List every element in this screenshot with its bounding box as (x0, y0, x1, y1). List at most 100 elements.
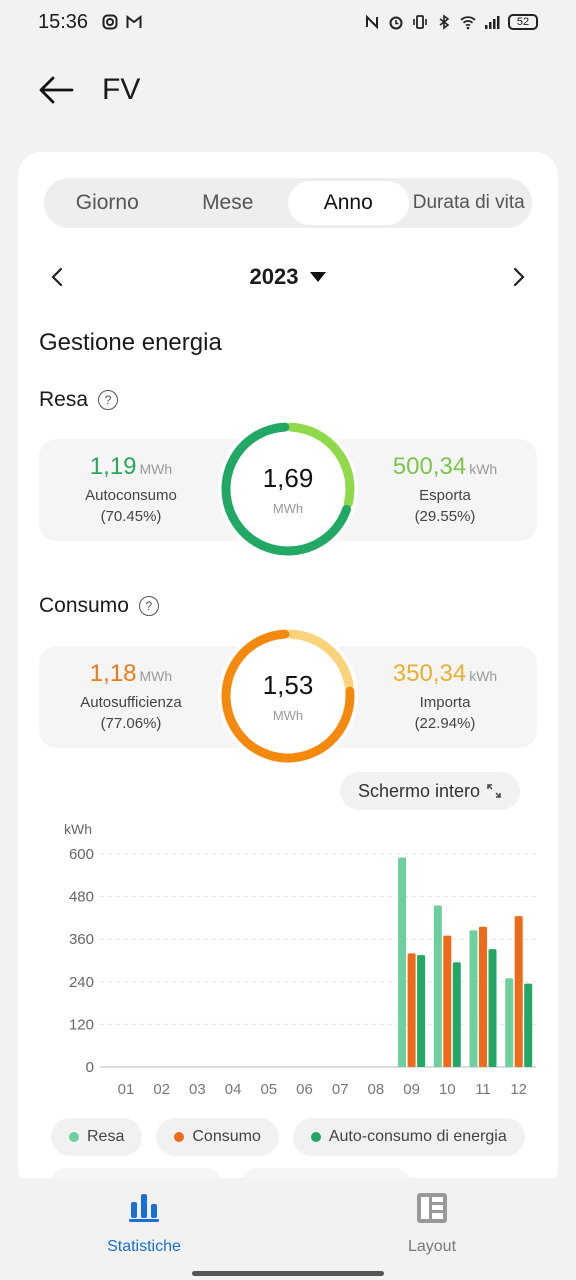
bar-consumo-12[interactable] (514, 916, 523, 1067)
consumo-ring-chart (221, 629, 355, 763)
ring-secondary-arc (286, 629, 354, 690)
x-tick-label: 09 (403, 1081, 420, 1098)
back-arrow-icon[interactable] (38, 70, 78, 110)
bar-auto-consumo-di-energia-11[interactable] (488, 949, 497, 1067)
ring-main-arc (221, 422, 352, 556)
vibrate-icon (413, 15, 427, 29)
chevron-right-icon[interactable] (508, 265, 528, 289)
consumo-right-value: 350,34 (392, 660, 467, 687)
tab-giorno[interactable]: Giorno (75, 191, 139, 214)
bar-chart: kWh 0 120 240 360 480 600 01 02 03 04 05 06 07 08 09 10 1… (18, 817, 558, 1107)
page-title: FV (102, 73, 141, 106)
ring-secondary-arc (286, 422, 355, 508)
legend-dot (310, 1132, 321, 1142)
resa-right: 500,34 kWh Esporta (29.55%) (365, 453, 525, 525)
resa-ring-chart (221, 422, 355, 556)
bar-chart-icon (129, 1194, 159, 1222)
year-selector[interactable]: 2023 (250, 264, 327, 290)
statistics-card: Giorno Mese Anno Durata di vita 2023 Ges… (18, 152, 558, 1192)
bar-consumo-09[interactable] (407, 953, 416, 1067)
y-tick-label: 480 (69, 889, 94, 906)
expand-icon (487, 784, 501, 798)
legend-label: Consumo (192, 1128, 261, 1145)
bar-resa-10[interactable] (433, 905, 442, 1067)
nav-layout[interactable]: Layout (288, 1178, 576, 1280)
bar-auto-consumo-di-energia-09[interactable] (417, 955, 426, 1067)
wifi-icon (460, 16, 476, 30)
layout-icon (417, 1193, 447, 1223)
period-tabs: Giorno Mese Anno Durata di vita (44, 178, 532, 228)
instagram-icon (102, 14, 118, 30)
resa-title: Resa ? (39, 388, 119, 412)
bar-chart-svg: kWh 0 120 240 360 480 600 01 02 03 04 05 06 07 08 09 10 1… (64, 821, 536, 1098)
bluetooth-icon (439, 14, 450, 30)
resa-title-label: Resa (39, 388, 89, 411)
resa-left-pct: (70.45%) (100, 508, 162, 525)
y-axis-label: kWh (64, 821, 92, 837)
chevron-left-icon[interactable] (48, 265, 68, 289)
bar-resa-09[interactable] (398, 857, 407, 1067)
consumo-left-unit: MWh (139, 668, 173, 684)
legend-label: Auto-consumo di energia (328, 1128, 507, 1145)
x-tick-label: 05 (260, 1081, 277, 1098)
fullscreen-label: Schermo intero (357, 780, 481, 801)
consumo-left-pct: (77.06%) (100, 715, 162, 732)
resa-right-pct: (29.55%) (414, 508, 476, 525)
bar-auto-consumo-di-energia-10[interactable] (452, 962, 461, 1067)
nav-label: Statistiche (107, 1238, 181, 1255)
x-tick-label: 08 (368, 1081, 385, 1098)
y-tick-label: 120 (69, 1016, 94, 1033)
legend-autoconsumo[interactable]: Auto-consumo di energia (292, 1118, 525, 1156)
bar-consumo-10[interactable] (443, 935, 452, 1067)
fullscreen-button[interactable]: Schermo intero (340, 772, 520, 810)
resa-left-unit: MWh (139, 461, 173, 477)
bar-resa-11[interactable] (469, 930, 478, 1067)
consumo-left: 1,18 MWh Autosufficienza (77.06%) (51, 660, 211, 732)
section-title: Gestione energia (39, 329, 222, 356)
resa-left-value: 1,19 (89, 453, 137, 480)
y-tick-label: 240 (69, 974, 94, 991)
bar-consumo-11[interactable] (479, 926, 487, 1067)
legend-dot (174, 1132, 185, 1142)
consumo-right-unit: kWh (469, 668, 498, 684)
battery-icon: 52 (508, 14, 538, 30)
status-bar: 15:36 52 (0, 0, 576, 44)
x-tick-label: 10 (439, 1081, 456, 1098)
y-tick-label: 0 (86, 1059, 94, 1076)
legend-resa[interactable]: Resa (51, 1118, 143, 1156)
consumo-title-label: Consumo (39, 594, 129, 617)
y-tick-label: 600 (69, 846, 94, 863)
consumo-total-value: 1,53 (262, 670, 314, 700)
tab-durata-di-vita[interactable]: Durata di vita (412, 192, 525, 213)
nav-statistiche[interactable]: Statistiche (0, 1178, 288, 1280)
ring-main-arc (221, 629, 355, 763)
tab-mese[interactable]: Mese (202, 191, 254, 214)
consumo-right-pct: (22.94%) (414, 715, 476, 732)
home-indicator[interactable] (192, 1271, 384, 1276)
help-icon[interactable]: ? (98, 390, 119, 410)
alarm-icon (389, 16, 403, 30)
nfc-icon (366, 14, 378, 30)
y-tick-label: 360 (69, 931, 94, 948)
gmail-icon (126, 14, 142, 28)
year-label: 2023 (249, 264, 299, 289)
resa-right-unit: kWh (469, 461, 498, 477)
resa-right-value: 500,34 (392, 453, 467, 480)
consumo-right: 350,34 kWh Importa (22.94%) (365, 660, 525, 732)
resa-total-value: 1,69 (262, 463, 314, 493)
tab-anno[interactable]: Anno (288, 181, 409, 225)
x-tick-label: 12 (510, 1081, 527, 1098)
consumo-right-label: Importa (419, 694, 471, 711)
bar-resa-12[interactable] (505, 978, 514, 1067)
consumo-ring: 1,53 MWh (218, 626, 358, 766)
legend-consumo[interactable]: Consumo (156, 1118, 279, 1156)
legend-label: Resa (87, 1128, 125, 1145)
help-icon[interactable]: ? (138, 596, 159, 616)
x-tick-label: 04 (225, 1081, 242, 1098)
bottom-navigation: Statistiche Layout (0, 1178, 576, 1280)
resa-total-unit: MWh (272, 501, 304, 516)
bar-auto-consumo-di-energia-12[interactable] (524, 983, 533, 1067)
dropdown-triangle-icon (310, 272, 327, 282)
consumo-title: Consumo ? (39, 594, 159, 618)
legend-dot (69, 1132, 79, 1142)
